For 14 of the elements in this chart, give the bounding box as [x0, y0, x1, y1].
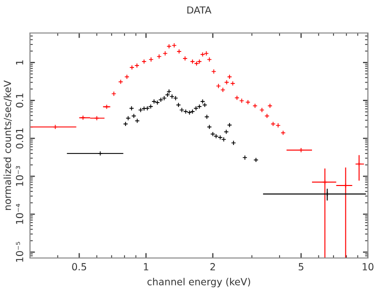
y-axis-title: normalized counts/sec/keV [4, 80, 12, 210]
x-tick-label: 2 [210, 263, 215, 270]
y-tick-label: 10⁻⁴ [16, 204, 24, 224]
y-tick-label: 0.01 [16, 128, 24, 149]
x-tick-label: 0.5 [72, 263, 86, 270]
y-tick-label: 0.1 [16, 94, 24, 108]
x-tick-label: 1 [144, 263, 148, 270]
y-tick-label: 10⁻³ [16, 166, 24, 186]
chart-title: DATA [187, 6, 212, 14]
x-axis-title: channel energy (keV) [147, 278, 250, 288]
y-tick-label: 1 [16, 60, 24, 65]
y-tick-label: 10⁻⁵ [16, 242, 24, 262]
x-tick-label: 5 [298, 263, 304, 270]
x-tick-label: 10 [362, 263, 374, 270]
